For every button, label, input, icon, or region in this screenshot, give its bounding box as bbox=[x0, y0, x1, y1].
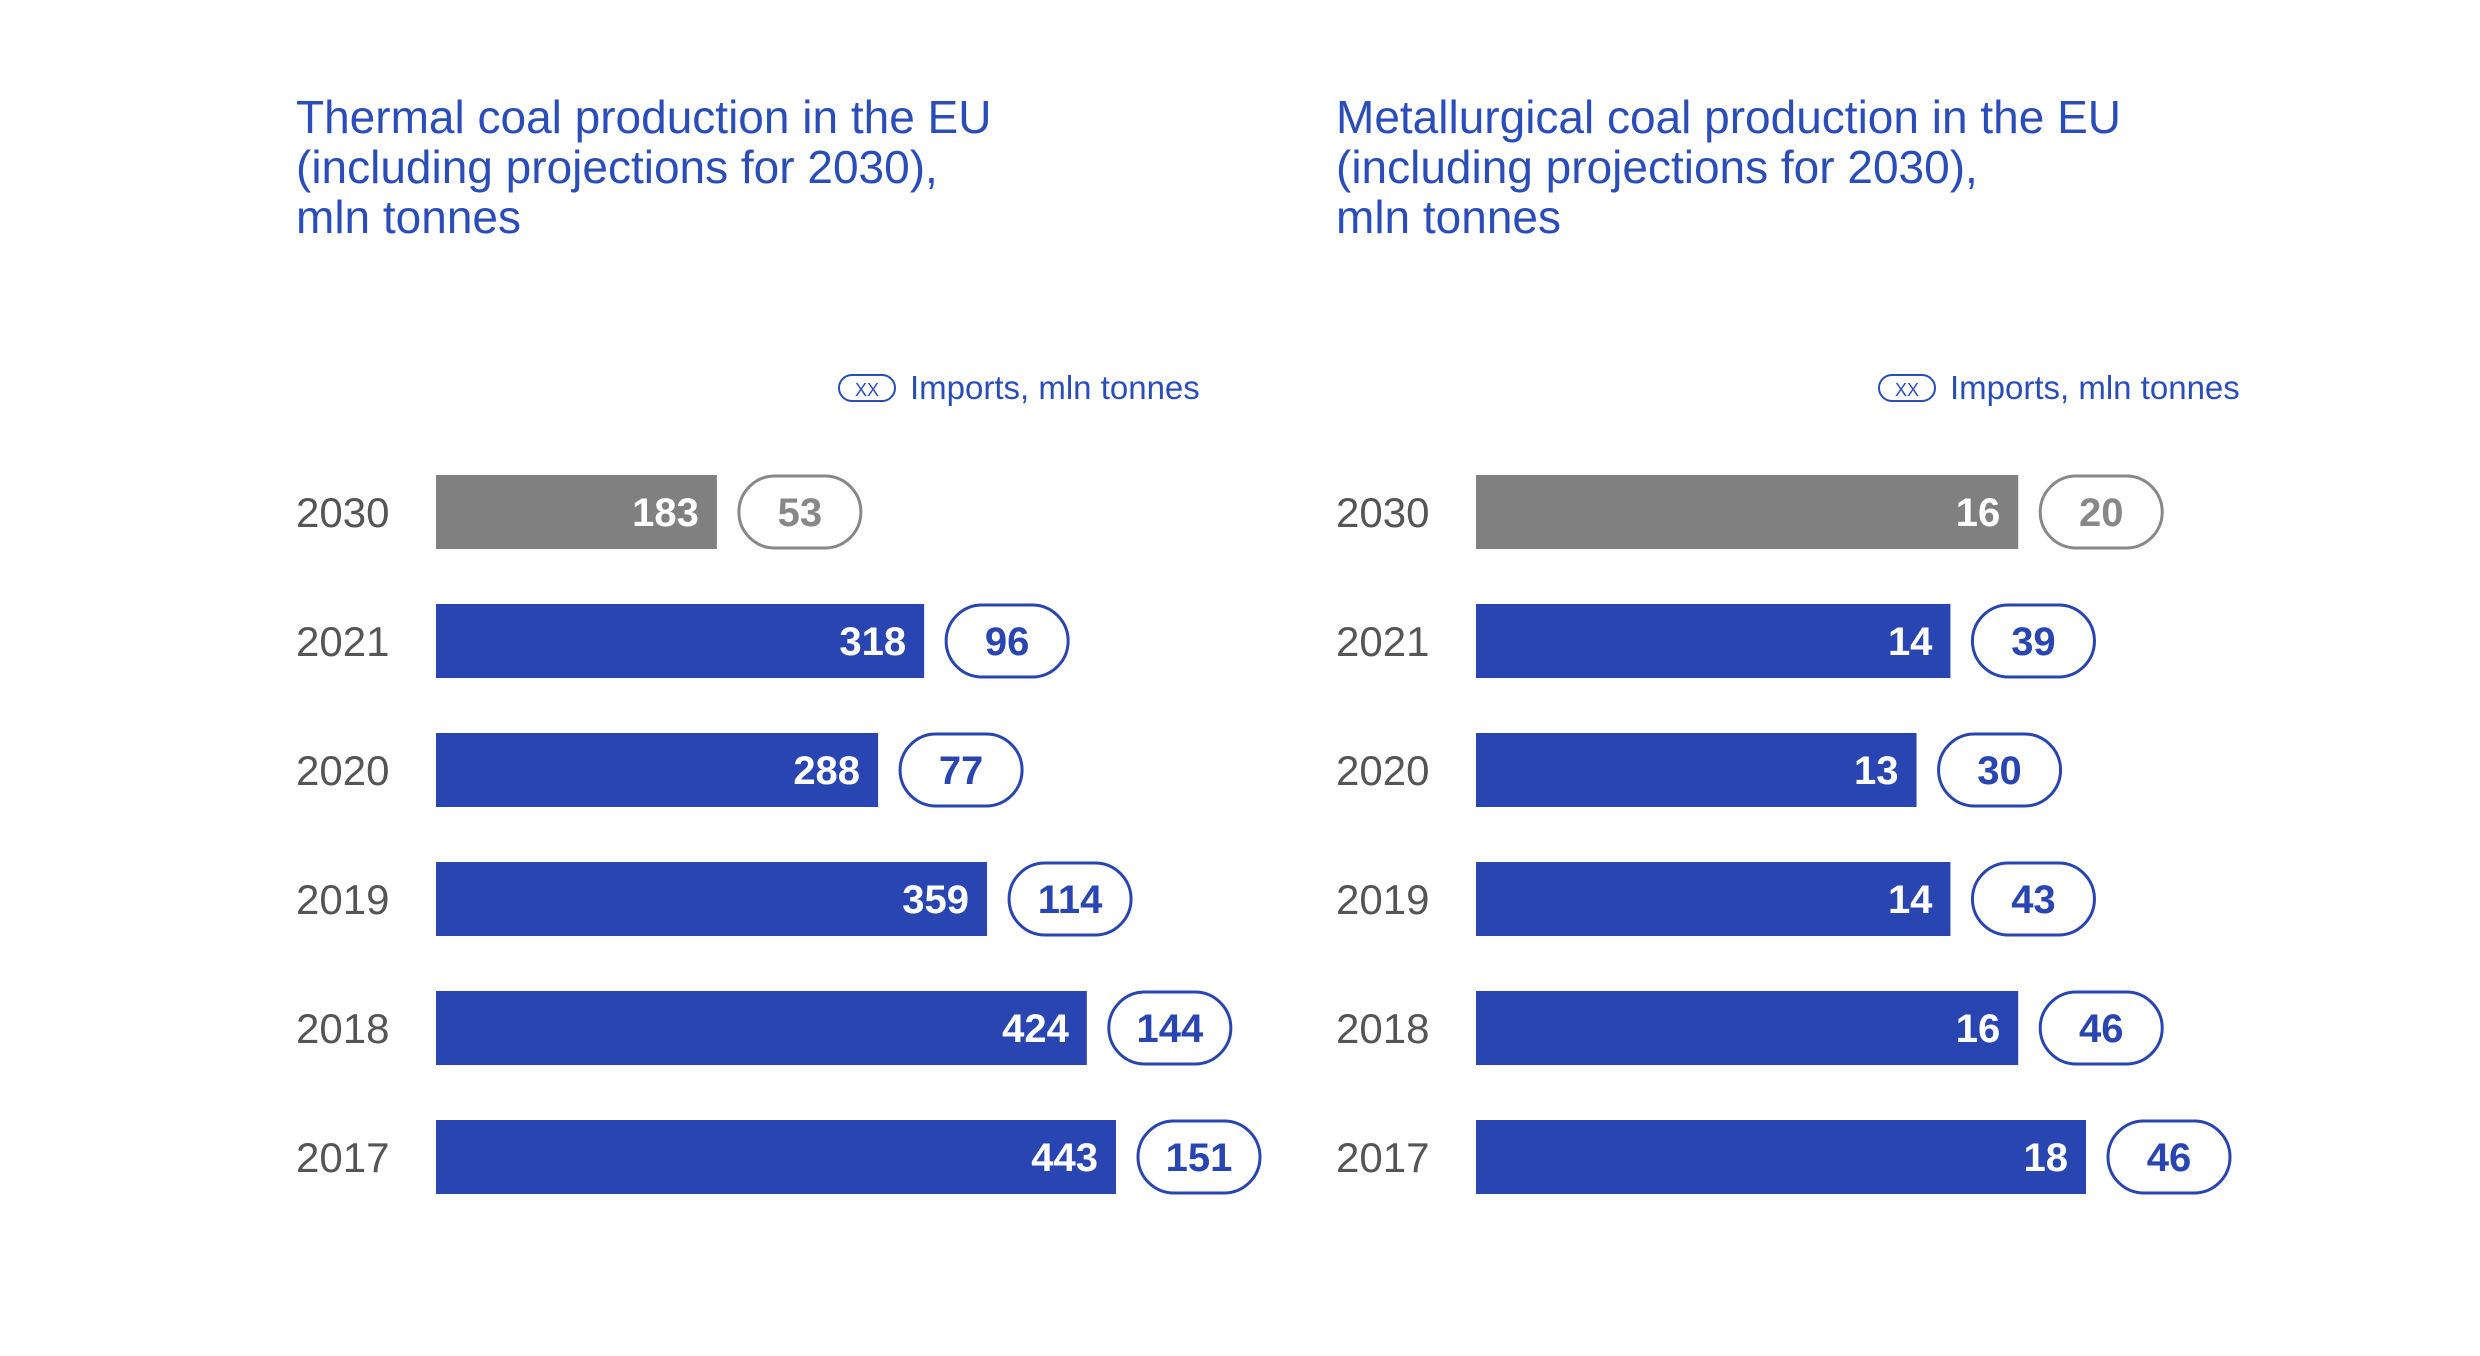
production-value-label: 18 bbox=[2024, 1136, 2069, 1180]
production-bar bbox=[1476, 991, 2019, 1065]
production-bar bbox=[436, 733, 879, 807]
chart-legend: XX Imports, mln tonnes bbox=[1878, 368, 2240, 408]
production-bar bbox=[1476, 733, 1917, 807]
chart-title-line: Thermal coal production in the EU bbox=[296, 91, 992, 143]
production-bar bbox=[1476, 604, 1951, 678]
year-label: 2019 bbox=[1336, 876, 1429, 923]
imports-pill bbox=[737, 474, 863, 550]
year-label: 2020 bbox=[1336, 747, 1429, 794]
year-label: 2021 bbox=[296, 618, 389, 665]
production-value-label: 424 bbox=[1002, 1007, 1069, 1051]
production-value-label: 16 bbox=[1956, 491, 2001, 535]
year-label: 2021 bbox=[1336, 618, 1429, 665]
imports-pill bbox=[1136, 1119, 1262, 1195]
imports-pill bbox=[1937, 732, 2063, 808]
production-value-label: 443 bbox=[1031, 1136, 1098, 1180]
year-label: 2018 bbox=[1336, 1005, 1429, 1052]
imports-pill bbox=[944, 603, 1070, 679]
production-value-label: 183 bbox=[632, 491, 699, 535]
chart-title-line: (including projections for 2030), bbox=[1336, 141, 1978, 193]
imports-pill bbox=[1970, 861, 2096, 937]
imports-pill bbox=[1970, 603, 2096, 679]
imports-pill bbox=[1007, 861, 1133, 937]
bar-chart-area: 2030 183 53 2021 318 96 2020 288 77 2019 359 114 201… bbox=[296, 474, 1262, 1195]
imports-pill bbox=[898, 732, 1024, 808]
imports-value-label: 20 bbox=[2079, 491, 2124, 535]
legend-pill-swatch: XX bbox=[1878, 374, 1936, 402]
production-value-label: 14 bbox=[1888, 878, 1933, 922]
year-label: 2019 bbox=[296, 876, 389, 923]
production-bar bbox=[436, 475, 717, 549]
production-bar bbox=[1476, 862, 1951, 936]
chart-title-line: Metallurgical coal production in the EU bbox=[1336, 91, 2121, 143]
year-label: 2030 bbox=[1336, 489, 1429, 536]
imports-value-label: 46 bbox=[2147, 1136, 2192, 1180]
year-label: 2018 bbox=[296, 1005, 389, 1052]
production-value-label: 359 bbox=[902, 878, 969, 922]
imports-value-label: 43 bbox=[2011, 878, 2055, 922]
production-value-label: 13 bbox=[1854, 749, 1899, 793]
production-bar bbox=[436, 1120, 1116, 1194]
production-bar bbox=[1476, 475, 2019, 549]
chart-title: Thermal coal production in the EU (inclu… bbox=[296, 92, 1256, 242]
imports-value-label: 30 bbox=[1977, 749, 2022, 793]
legend-label: Imports, mln tonnes bbox=[910, 369, 1200, 406]
year-label: 2020 bbox=[296, 747, 389, 794]
production-bar bbox=[436, 604, 925, 678]
imports-value-label: 39 bbox=[2011, 620, 2055, 664]
thermal-coal-chart: Thermal coal production in the EU (inclu… bbox=[296, 0, 1296, 1356]
chart-title-line: (including projections for 2030), bbox=[296, 141, 938, 193]
bar-chart-area: 2030 16 20 2021 14 39 2020 13 30 2019 14 43 2018 16 46… bbox=[1336, 474, 2232, 1195]
production-bar bbox=[436, 862, 988, 936]
imports-pill bbox=[2038, 474, 2164, 550]
imports-value-label: 46 bbox=[2079, 1007, 2124, 1051]
chart-title-line: mln tonnes bbox=[1336, 191, 1562, 243]
imports-value-label: 96 bbox=[985, 620, 1030, 664]
production-value-label: 14 bbox=[1888, 620, 1933, 664]
imports-value-label: 144 bbox=[1136, 1007, 1203, 1051]
production-bar bbox=[1476, 1120, 2086, 1194]
imports-pill bbox=[2106, 1119, 2232, 1195]
year-label: 2030 bbox=[296, 489, 389, 536]
production-bar bbox=[436, 991, 1087, 1065]
production-value-label: 318 bbox=[839, 620, 906, 664]
imports-value-label: 77 bbox=[939, 749, 984, 793]
chart-title: Metallurgical coal production in the EU … bbox=[1336, 92, 2296, 242]
chart-title-line: mln tonnes bbox=[296, 191, 522, 243]
imports-pill bbox=[2038, 990, 2164, 1066]
year-label: 2017 bbox=[1336, 1134, 1429, 1181]
legend-pill-swatch: XX bbox=[838, 374, 896, 402]
production-value-label: 16 bbox=[1956, 1007, 2001, 1051]
legend-label: Imports, mln tonnes bbox=[1950, 369, 2240, 406]
imports-value-label: 114 bbox=[1038, 878, 1103, 922]
chart-legend: XX Imports, mln tonnes bbox=[838, 368, 1200, 408]
imports-value-label: 151 bbox=[1166, 1136, 1233, 1180]
year-label: 2017 bbox=[296, 1134, 389, 1181]
production-value-label: 288 bbox=[793, 749, 860, 793]
imports-pill bbox=[1107, 990, 1233, 1066]
metallurgical-coal-chart: Metallurgical coal production in the EU … bbox=[1336, 0, 2336, 1356]
imports-value-label: 53 bbox=[778, 491, 823, 535]
